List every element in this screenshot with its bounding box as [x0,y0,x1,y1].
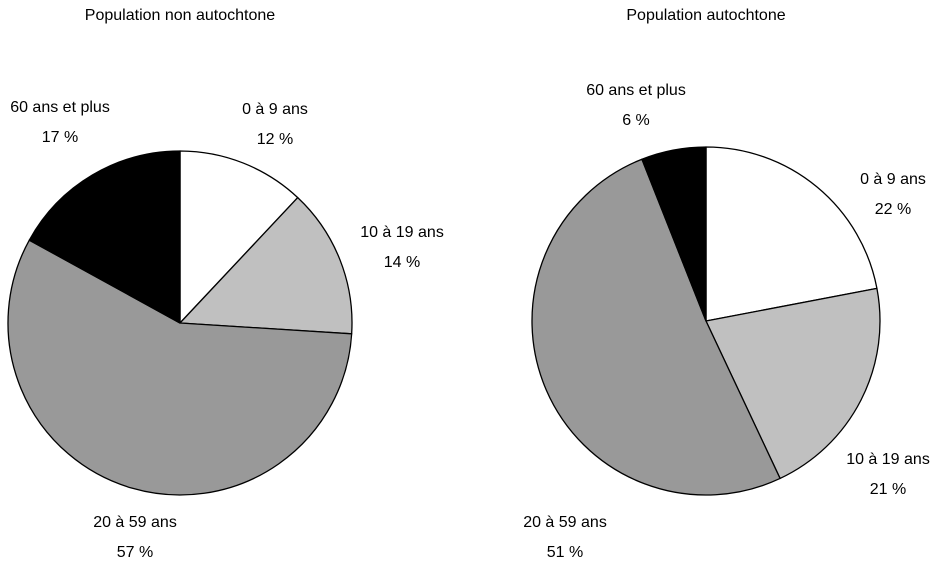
slice-category-label: 20 à 59 ans [93,514,177,531]
pie-slice [531,158,781,496]
slice-category-label: 0 à 9 ans [860,171,926,188]
chart-title: Population non autochtone [85,7,275,24]
slice-category-label: 20 à 59 ans [523,514,607,531]
slice-value-label: 21 % [870,481,906,498]
slice-value-label: 12 % [257,131,293,148]
chart-title: Population autochtone [626,7,785,24]
slice-category-label: 10 à 19 ans [846,451,930,468]
slice-category-label: 60 ans et plus [586,82,686,99]
pie-slice [705,146,878,322]
slice-value-label: 57 % [117,544,153,561]
pie-slice [7,239,353,496]
slice-category-label: 0 à 9 ans [242,101,308,118]
slice-value-label: 51 % [547,544,583,561]
pie-slice [179,196,353,335]
pie-slice [641,146,707,322]
pie-slice [705,287,881,480]
slice-category-label: 60 ans et plus [10,99,110,116]
pie-slice [28,150,181,324]
slice-value-label: 22 % [875,201,911,218]
slice-category-label: 10 à 19 ans [360,224,444,241]
slice-value-label: 14 % [384,254,420,271]
slice-value-label: 17 % [42,129,78,146]
pie-slice [179,150,299,324]
slice-value-label: 6 % [622,112,650,129]
